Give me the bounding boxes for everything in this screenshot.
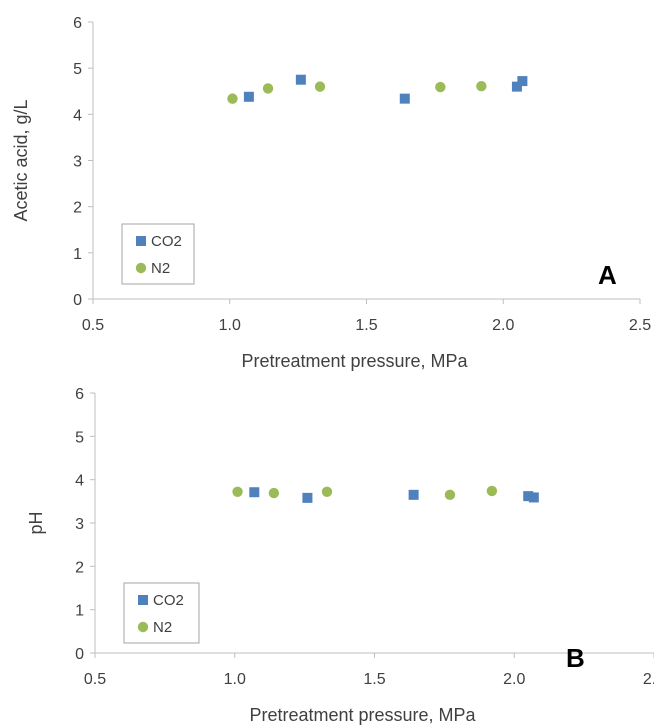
data-point-n2 — [227, 93, 238, 104]
legend-box — [121, 223, 195, 285]
y-tick-label: 5 — [73, 61, 82, 78]
panel-a: 0 1 2 3 4 5 6 0.5 1.0 1.5 2.0 2.5 Pretreatment press… — [11, 15, 651, 371]
y-tick-label: 6 — [75, 386, 84, 403]
y-tick-label: 4 — [75, 473, 84, 490]
legend-label-co2: CO2 — [151, 233, 182, 250]
y-tick-label: 5 — [75, 429, 84, 446]
data-point-co2 — [517, 76, 528, 87]
y-tick-label: 3 — [75, 516, 84, 533]
legend-marker-co2 — [136, 236, 146, 246]
legend: CO2 N2 — [121, 223, 195, 285]
data-point-n2 — [486, 485, 498, 497]
data-point-co2 — [523, 491, 534, 502]
y-tick-label: 0 — [75, 646, 84, 663]
y-tick-label: 3 — [73, 154, 82, 171]
x-tick-label: 1.0 — [219, 317, 241, 334]
data-point-co2 — [528, 492, 539, 503]
x-tick-label: 0.5 — [84, 671, 106, 688]
data-point-n2 — [232, 486, 243, 497]
x-tick-label: 2.0 — [503, 671, 525, 688]
x-tick-label: 2.5 — [643, 671, 654, 688]
y-tick-label: 4 — [73, 107, 82, 124]
data-point-n2 — [314, 81, 326, 92]
y-axis-title: Acetic acid, g/L — [11, 99, 31, 221]
y-tick-label: 2 — [73, 200, 82, 217]
legend-marker-n2 — [137, 621, 149, 633]
legend-label-co2: CO2 — [153, 592, 184, 609]
legend-label-n2: N2 — [153, 619, 172, 636]
x-axis-title: Pretreatment pressure, MPa — [249, 705, 476, 725]
data-point-n2 — [262, 83, 274, 94]
data-point-n2 — [444, 489, 456, 501]
y-tick-label: 1 — [73, 246, 82, 263]
data-point-co2 — [249, 487, 260, 498]
data-point-n2 — [321, 486, 333, 497]
data-point-co2 — [302, 492, 313, 503]
x-tick-label: 1.5 — [363, 671, 385, 688]
data-point-n2 — [268, 487, 280, 499]
x-tick-label: 2.0 — [492, 317, 514, 334]
panel-label: A — [598, 260, 617, 290]
x-tick-label: 2.5 — [629, 317, 651, 334]
y-tick-label: 6 — [73, 15, 82, 32]
y-tick-label: 0 — [73, 292, 82, 309]
panel-label: B — [566, 643, 585, 673]
x-tick-label: 1.0 — [224, 671, 246, 688]
y-axis-title: pH — [26, 511, 46, 534]
panel-b: 0 1 2 3 4 5 6 0.5 1.0 1.5 2.0 2.5 Pretreatment press… — [26, 386, 654, 725]
legend-marker-n2 — [135, 262, 147, 274]
legend-box — [123, 582, 200, 644]
data-point-co2 — [243, 91, 254, 102]
x-tick-label: 0.5 — [82, 317, 104, 334]
legend-label-n2: N2 — [151, 260, 170, 277]
data-point-co2 — [399, 93, 410, 104]
x-tick-label: 1.5 — [355, 317, 377, 334]
data-point-n2 — [476, 80, 487, 92]
data-point-co2 — [408, 489, 419, 500]
legend-marker-co2 — [138, 595, 148, 605]
y-tick-label: 2 — [75, 559, 84, 576]
data-point-co2 — [511, 81, 522, 92]
data-point-n2 — [435, 81, 446, 93]
legend: CO2 N2 — [123, 582, 200, 644]
x-axis-title: Pretreatment pressure, MPa — [241, 351, 468, 371]
y-tick-label: 1 — [75, 603, 84, 620]
data-point-co2 — [295, 74, 306, 85]
